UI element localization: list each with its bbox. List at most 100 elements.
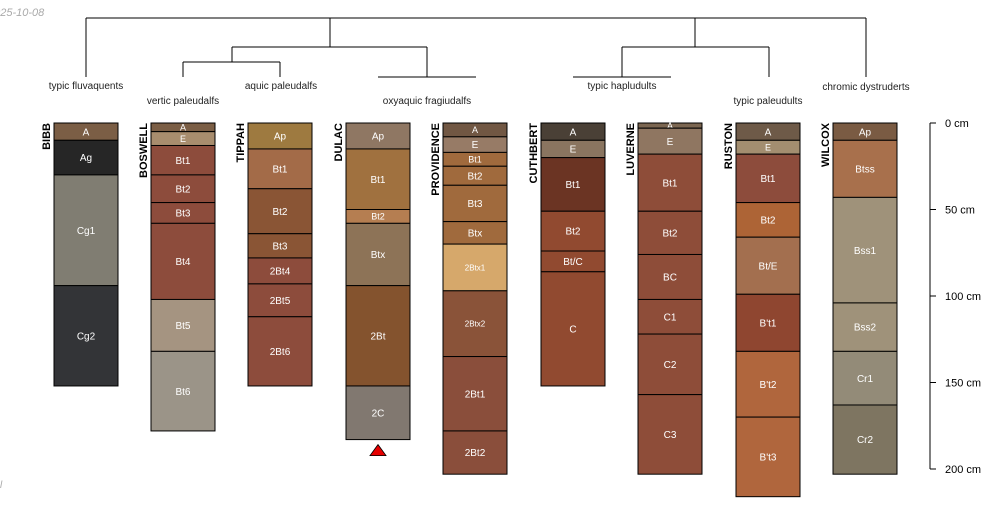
profile-wilcox: WILCOX Ap Btss Bss1 Bss2 Cr1 Cr2 — [820, 122, 897, 474]
horizon-label: A — [180, 123, 186, 133]
horizon-label: B't1 — [760, 318, 777, 329]
horizon-label: Ag — [80, 153, 92, 164]
date-stamp: 2025-10-08 — [0, 7, 44, 19]
horizon-label: Bt1 — [760, 174, 775, 185]
horizon-label: E — [180, 134, 186, 144]
profile-boswell: BOSWELL AE Bt1 Bt2 Bt3 Bt4 Bt5 Bt6 — [138, 123, 215, 431]
profile-name: BIBB — [41, 123, 53, 150]
horizon-label: E — [765, 142, 771, 152]
horizon-label: B't2 — [760, 380, 777, 391]
horizon-label: Ap — [274, 132, 287, 143]
depth-tick-label: 200 cm — [945, 464, 981, 476]
profile-bibb: BIBB A Ag Cg1 Cg2 — [41, 123, 118, 386]
profile-dulac: DULAC Ap Bt1 Bt2 Btx 2Bt 2C — [333, 123, 410, 440]
depth-tick-label: 0 cm — [945, 118, 969, 130]
profile-name: TIPPAH — [235, 123, 247, 163]
depth-tick-label: 150 cm — [945, 378, 981, 390]
horizon-label: Bt/C — [563, 257, 582, 268]
horizon-label: C — [569, 324, 576, 335]
horizon-label: 2Btx1 — [465, 263, 486, 272]
profile-name: LUVERNE — [625, 123, 637, 176]
horizon-label: B't3 — [760, 452, 777, 463]
horizon-label: A — [83, 127, 90, 138]
profile-name: PROVIDENCE — [430, 123, 442, 196]
horizon-label: 2C — [372, 408, 385, 419]
horizon-label: 2Btx2 — [465, 320, 486, 329]
horizon-label: E — [472, 140, 479, 151]
taxon-label: typic paleudults — [734, 96, 803, 107]
horizon-label: 2Bt5 — [270, 296, 291, 307]
horizon-label: Bt3 — [175, 209, 190, 220]
profile-luverne: LUVERNE AEBt1Bt2BCC1C2C3 — [625, 121, 702, 474]
profile-name: WILCOX — [820, 122, 832, 167]
taxon-label: typic hapludults — [588, 81, 657, 92]
taxon-label: oxyaquic fragiudalfs — [383, 96, 471, 107]
horizon-label: Bt1 — [662, 178, 677, 189]
horizon-label: Cr2 — [857, 435, 874, 446]
horizon-label: E — [570, 145, 577, 156]
horizon-label: Bt1 — [272, 164, 287, 175]
horizon-label: Cg1 — [77, 226, 96, 237]
horizon-label: Bt2 — [371, 212, 385, 222]
depth-tick-label: 100 cm — [945, 291, 981, 303]
horizon-label: 2Bt1 — [465, 389, 486, 400]
horizon-label: Bt6 — [175, 387, 190, 398]
taxon-label: typic fluvaquents — [49, 81, 124, 92]
horizon-label: Cg2 — [77, 331, 96, 342]
horizon-label: E — [667, 137, 674, 148]
horizon-label: Bt1 — [175, 156, 190, 167]
depth-axis: 0 cm 50 cm 100 cm 150 cm 200 cm — [930, 118, 981, 476]
horizon-label: C3 — [664, 430, 677, 441]
horizon-label: A — [765, 127, 772, 138]
horizon-label: Bt4 — [175, 257, 190, 268]
horizon-label: Btx — [468, 228, 482, 239]
taxon-label: aquic paleudalfs — [245, 81, 317, 92]
horizon-label: Ap — [859, 127, 872, 138]
profile-name: RUSTON — [723, 123, 735, 169]
horizon-label: Cr1 — [857, 374, 874, 385]
horizon-label: Bt2 — [467, 171, 482, 182]
horizon-label: Bt1 — [565, 180, 580, 191]
horizon-label: Bt2 — [760, 215, 775, 226]
profile-cuthbert: CUTHBERT AE Bt1 Bt2 Bt/C C — [528, 123, 605, 386]
horizon-label: Btss — [855, 164, 874, 175]
horizon-label: Bt3 — [272, 241, 287, 252]
horizon-label: 2Bt — [370, 331, 385, 342]
warning-marker — [370, 445, 386, 456]
taxon-label: chromic dystruderts — [822, 82, 909, 93]
horizon-label: 2Bt4 — [270, 267, 291, 278]
horizon-label: A — [570, 127, 577, 138]
profile-name: BOSWELL — [138, 123, 150, 178]
profile-name: DULAC — [333, 123, 345, 162]
profile-providence: PROVIDENCE AE Bt1 Bt2 Bt3 Btx 2Btx1 2Btx2 2Bt1 2B… — [430, 123, 507, 474]
horizon-label: Ap — [372, 132, 385, 143]
horizon-label: Bss1 — [854, 246, 877, 257]
dendrogram — [86, 18, 866, 77]
profile-ruston: RUSTON AE Bt1 Bt2 Bt/E B't1 B't2 B't3 — [723, 123, 800, 497]
horizon-label: BC — [663, 273, 677, 284]
horizon-label: Bt3 — [467, 199, 482, 210]
profile-tippah: TIPPAH Ap Bt1 Bt2 Bt3 2Bt4 2Bt5 2Bt6 — [235, 123, 312, 386]
taxon-label: vertic paleudalfs — [147, 96, 219, 107]
horizon-label: Bt1 — [468, 155, 482, 165]
horizon-label: Bt2 — [565, 227, 580, 238]
depth-tick-label: 50 cm — [945, 205, 975, 217]
profile-name: CUTHBERT — [528, 123, 540, 184]
horizon-label: 2Bt2 — [465, 448, 486, 459]
horizon-label: Bt2 — [175, 184, 190, 195]
horizon-label: C2 — [664, 360, 677, 371]
horizon-label: Bt2 — [662, 228, 677, 239]
horizon-label: Btx — [371, 250, 385, 261]
horizon-label: A — [472, 125, 478, 135]
horizon-label: 2Bt6 — [270, 347, 291, 358]
horizon-label: Bss2 — [854, 323, 877, 334]
horizon-label: Bt5 — [175, 321, 190, 332]
corner-mark: l — [0, 480, 2, 491]
horizon-label: Bt1 — [370, 175, 385, 186]
dendrogram-labels: typic fluvaquents vertic paleudalfs aquic … — [49, 81, 910, 107]
horizon-label: C1 — [664, 312, 677, 323]
horizon-label: Bt2 — [272, 207, 287, 218]
horizon-label: Bt/E — [759, 261, 778, 272]
